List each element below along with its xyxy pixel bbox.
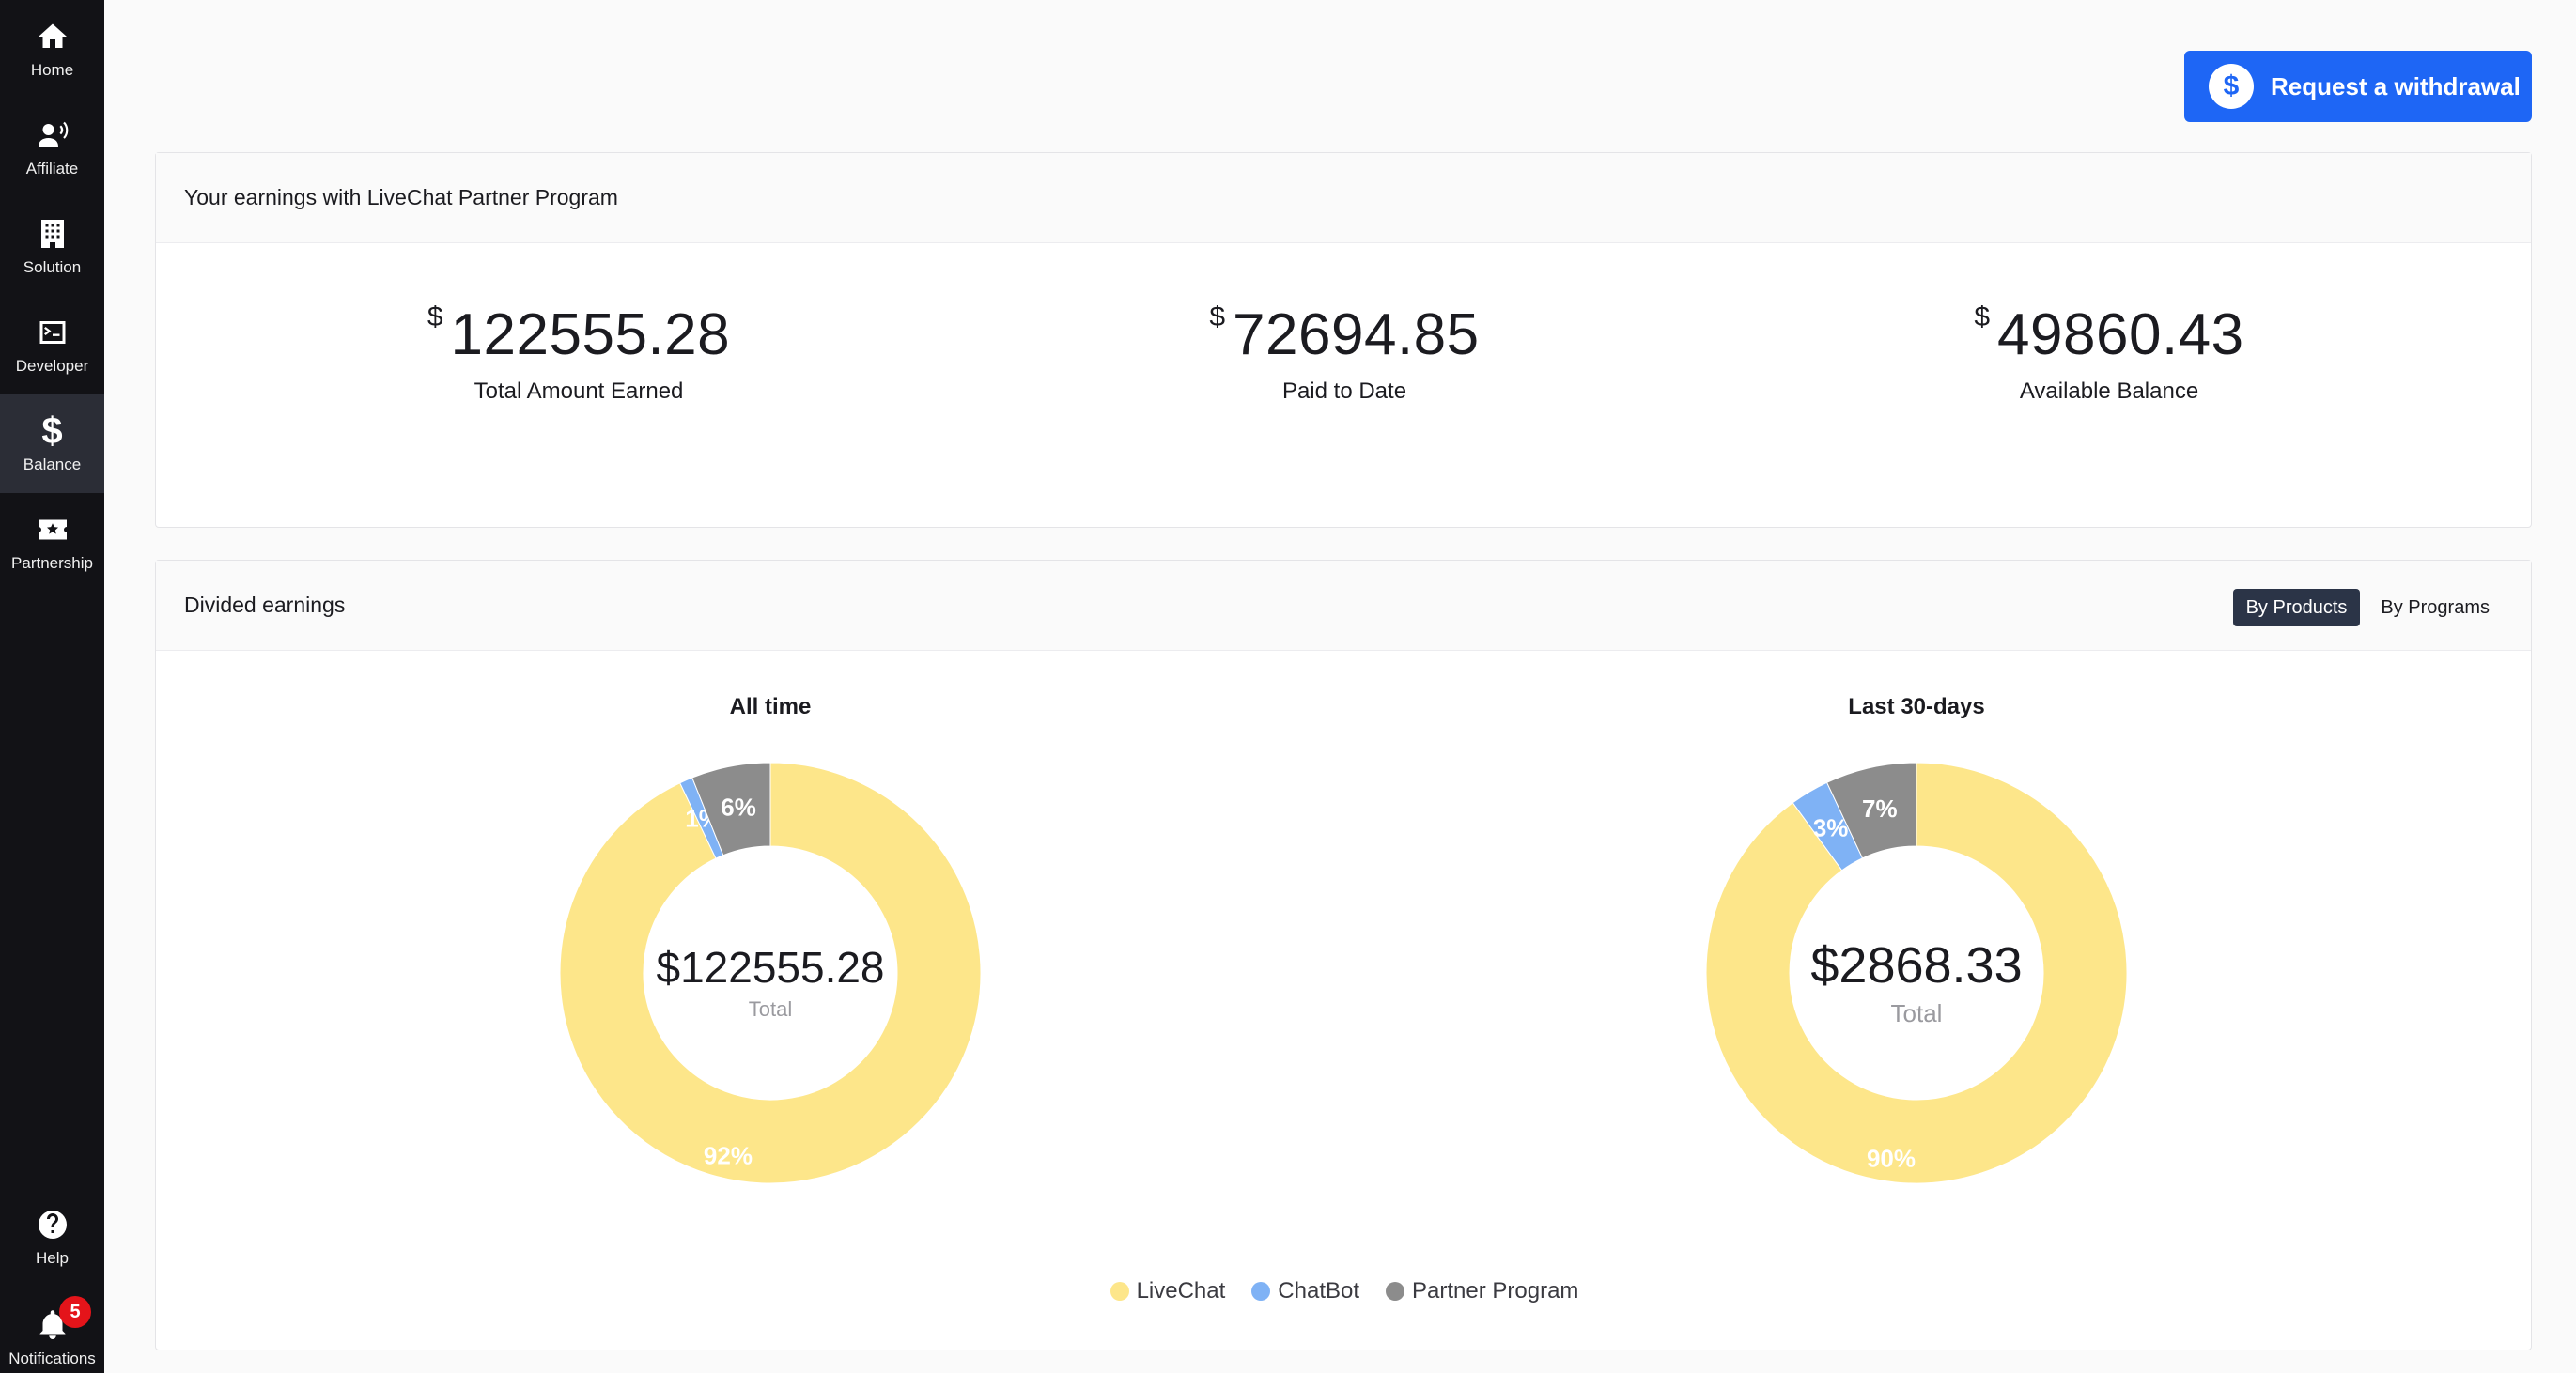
dollar-icon: $ [41, 409, 63, 452]
currency-symbol: $ [1974, 301, 1991, 332]
sidebar-item-label: Affiliate [25, 160, 79, 177]
ticket-icon [35, 512, 70, 548]
legend-dot [1251, 1282, 1271, 1301]
slice-label-partner-program: 7% [1862, 794, 1898, 823]
legend-item-livechat[interactable]: LiveChat [1110, 1278, 1226, 1304]
divided-earnings-title: Divided earnings [184, 593, 346, 617]
sidebar-item-solution[interactable]: Solution [0, 197, 104, 296]
stat-caption: Total Amount Earned [473, 378, 684, 404]
home-icon [35, 19, 70, 54]
divided-earnings-header: Divided earnings By Products By Programs [156, 561, 2531, 651]
sidebar: Home Affiliate Solution Developer $ Bala… [0, 0, 104, 1373]
donut-center-value: $2868.33 [1810, 937, 2022, 994]
stat-value: 49860.43 [1997, 302, 2244, 367]
donut-slice-livechat[interactable] [1705, 762, 2128, 1184]
view-toggle: By Products By Programs [2232, 589, 2503, 626]
chart-legend: LiveChat ChatBot Partner Program [156, 1278, 2533, 1304]
sidebar-item-home[interactable]: Home [0, 0, 104, 99]
earnings-stats: $ 122555.28 Total Amount Earned $ 72694.… [156, 243, 2531, 527]
donut-center-label: Total [1891, 999, 1943, 1027]
sidebar-item-help[interactable]: Help [0, 1188, 104, 1287]
legend-label: Partner Program [1412, 1278, 1579, 1304]
stat-caption: Available Balance [2019, 378, 2199, 404]
sidebar-item-label: Balance [23, 455, 82, 473]
chart-title-all-time: All time [729, 694, 812, 719]
stat-paid-to-date: $ 72694.85 Paid to Date [1110, 300, 1579, 405]
sidebar-item-affiliate[interactable]: Affiliate [0, 99, 104, 197]
sidebar-item-label: Notifications [8, 1350, 96, 1367]
currency-symbol: $ [1209, 301, 1226, 332]
slice-label-livechat: 92% [704, 1141, 753, 1169]
divided-earnings-card: Divided earnings By Products By Programs… [155, 560, 2532, 1350]
legend-item-chatbot[interactable]: ChatBot [1251, 1278, 1359, 1304]
terminal-icon [35, 315, 70, 350]
request-withdrawal-button[interactable]: $ Request a withdrawal [2184, 51, 2532, 122]
legend-item-partner-program[interactable]: Partner Program [1386, 1278, 1578, 1304]
sidebar-item-partnership[interactable]: Partnership [0, 493, 104, 592]
legend-label: LiveChat [1136, 1278, 1226, 1304]
sidebar-item-label: Developer [15, 357, 89, 375]
earnings-card: Your earnings with LiveChat Partner Prog… [155, 152, 2532, 528]
sidebar-item-label: Solution [23, 258, 82, 276]
by-products-button[interactable]: By Products [2232, 589, 2361, 626]
stat-total-earned: $ 122555.28 Total Amount Earned [344, 300, 814, 405]
sidebar-item-notifications[interactable]: Notifications 5 [0, 1288, 104, 1373]
by-programs-button[interactable]: By Programs [2367, 589, 2503, 626]
chart-title-last-30-days: Last 30-days [1848, 694, 1985, 719]
sidebar-item-label: Home [30, 61, 74, 79]
sidebar-item-label: Help [36, 1249, 69, 1267]
stat-value: 72694.85 [1233, 302, 1480, 367]
building-icon [35, 216, 70, 252]
stat-value: 122555.28 [450, 302, 731, 367]
request-withdrawal-label: Request a withdrawal [2271, 71, 2521, 100]
slice-label-chatbot: 3% [1813, 813, 1849, 841]
notification-badge: 5 [59, 1296, 91, 1328]
help-icon [35, 1207, 70, 1242]
donut-slice-partner-program[interactable] [691, 762, 771, 856]
slice-label-partner-program: 6% [721, 794, 756, 822]
bell-icon [35, 1307, 70, 1343]
donut-center-value: $122555.28 [656, 943, 884, 992]
stat-caption: Paid to Date [1281, 378, 1407, 404]
donut-center-label: Total [749, 997, 792, 1021]
earnings-card-title: Your earnings with LiveChat Partner Prog… [156, 153, 2531, 243]
legend-dot [1110, 1282, 1129, 1301]
stat-available-balance: $ 49860.43 Available Balance [1874, 300, 2344, 405]
affiliate-icon [35, 117, 70, 153]
legend-label: ChatBot [1278, 1278, 1360, 1304]
sidebar-item-balance[interactable]: $ Balance [0, 394, 104, 493]
currency-symbol: $ [427, 301, 443, 332]
legend-dot [1386, 1282, 1405, 1301]
donut-chart-last-30-days: 90% 3% 7% $2868.33 Total [1705, 762, 2128, 1184]
donut-slice-partner-program[interactable] [1825, 762, 1917, 859]
sidebar-item-developer[interactable]: Developer [0, 296, 104, 394]
slice-label-livechat: 90% [1867, 1145, 1916, 1173]
sidebar-item-label: Partnership [11, 554, 93, 572]
donut-slice-livechat[interactable] [559, 762, 982, 1184]
dollar-circle-icon: $ [2209, 64, 2254, 109]
